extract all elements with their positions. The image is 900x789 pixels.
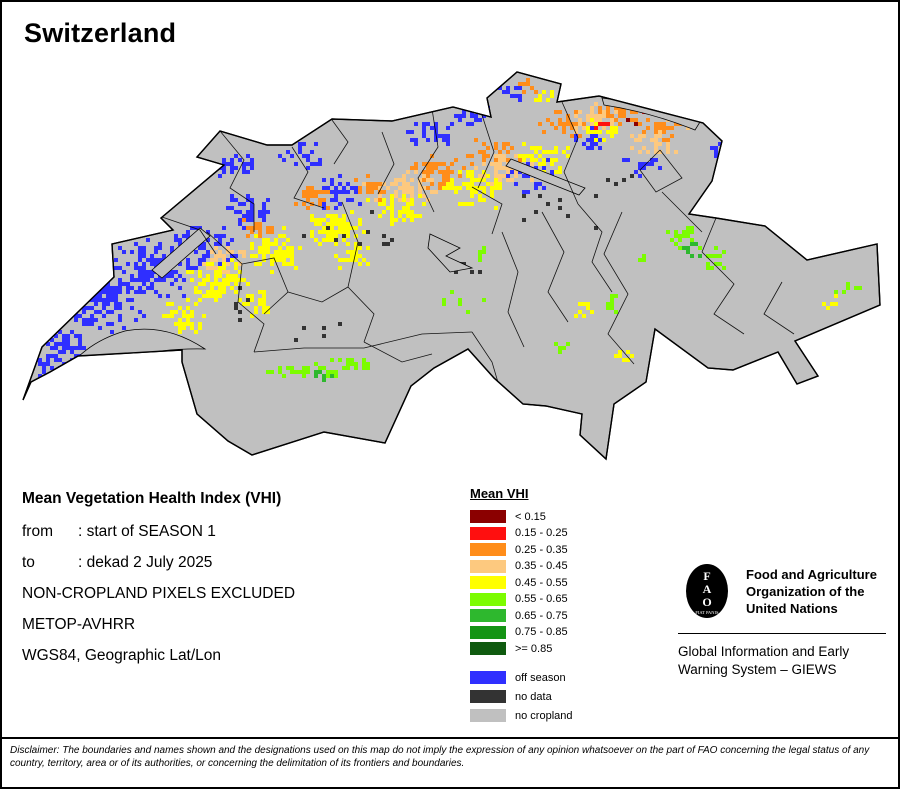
legend-vhi-classes: < 0.15 0.15 - 0.25 0.25 - 0.35 0.35 - 0.45 0… xyxy=(470,509,640,656)
legend-label: no cropland xyxy=(515,710,573,722)
fao-separator-line xyxy=(678,633,886,634)
legend-row: no cropland xyxy=(470,708,640,723)
legend-swatch xyxy=(470,690,506,703)
legend-swatch xyxy=(470,527,506,540)
legend-label: 0.45 - 0.55 xyxy=(515,577,568,589)
legend-label: 0.25 - 0.35 xyxy=(515,544,568,556)
legend-row: >= 0.85 xyxy=(470,641,640,656)
fao-logo-icon: F A O FIAT PANIS xyxy=(678,562,736,620)
legend-label: 0.55 - 0.65 xyxy=(515,593,568,605)
map-info-line: from: start of SEASON 1 xyxy=(22,523,462,541)
fao-logo-letter: A xyxy=(703,582,712,596)
disclaimer-text: Disclaimer: The boundaries and names sho… xyxy=(2,737,898,770)
legend-swatch xyxy=(470,560,506,573)
legend-swatch xyxy=(470,626,506,639)
country-shape xyxy=(23,72,880,459)
legend-row: 0.15 - 0.25 xyxy=(470,526,640,541)
legend-label: 0.15 - 0.25 xyxy=(515,527,568,539)
lakes-layer xyxy=(59,98,700,382)
legend-swatch xyxy=(470,709,506,722)
legend-row: off season xyxy=(470,670,640,685)
vhi-pixels-layer xyxy=(34,78,862,382)
legend-swatch xyxy=(470,543,506,556)
legend-label: no data xyxy=(515,691,552,703)
legend-label: >= 0.85 xyxy=(515,643,552,655)
legend-label: 0.75 - 0.85 xyxy=(515,626,568,638)
legend-swatch xyxy=(470,593,506,606)
legend-swatch xyxy=(470,671,506,684)
legend-title: Mean VHI xyxy=(470,486,640,501)
giews-line: Global Information and Early xyxy=(678,643,890,661)
legend-swatch xyxy=(470,609,506,622)
legend-label: < 0.15 xyxy=(515,511,546,523)
fao-logo-letter: F xyxy=(703,569,710,583)
legend-swatch xyxy=(470,576,506,589)
fao-org-line: United Nations xyxy=(746,600,877,617)
legend-label: 0.65 - 0.75 xyxy=(515,610,568,622)
map-frame: Switzerland Mean Vegetation Health Index… xyxy=(0,0,900,789)
fao-block: F A O FIAT PANIS Food and Agriculture Or… xyxy=(678,562,890,679)
legend-row: 0.35 - 0.45 xyxy=(470,559,640,574)
map-info-line: NON-CROPLAND PIXELS EXCLUDED xyxy=(22,585,462,603)
legend-row: no data xyxy=(470,689,640,704)
legend-swatch xyxy=(470,510,506,523)
giews-line: Warning System – GIEWS xyxy=(678,661,890,679)
map-info-line: to: dekad 2 July 2025 xyxy=(22,554,462,572)
legend-row: 0.75 - 0.85 xyxy=(470,625,640,640)
map-info-lines: from: start of SEASON 1 to: dekad 2 July … xyxy=(22,523,462,665)
admin-boundaries-layer xyxy=(162,102,794,396)
fao-org-name: Food and Agriculture Organization of the… xyxy=(746,566,877,617)
legend-row: 0.25 - 0.35 xyxy=(470,542,640,557)
map-info-heading: Mean Vegetation Health Index (VHI) xyxy=(22,490,462,508)
fao-org-line: Organization of the xyxy=(746,583,877,600)
country-border xyxy=(23,72,880,459)
fao-logo-letter: O xyxy=(702,595,711,609)
giews-label: Global Information and Early Warning Sys… xyxy=(678,643,890,679)
legend: Mean VHI < 0.15 0.15 - 0.25 0.25 - 0.35 0.3… xyxy=(470,486,640,727)
legend-label: off season xyxy=(515,672,566,684)
fao-org-line: Food and Agriculture xyxy=(746,566,877,583)
map-info-line: METOP-AVHRR xyxy=(22,616,462,634)
legend-extra-classes: off season no data no cropland xyxy=(470,670,640,723)
map-info-block: Mean Vegetation Health Index (VHI) from:… xyxy=(22,490,462,678)
page-title: Switzerland xyxy=(24,18,176,49)
fao-logo-motto: FIAT PANIS xyxy=(695,610,719,615)
legend-swatch xyxy=(470,642,506,655)
legend-label: 0.35 - 0.45 xyxy=(515,560,568,572)
map-info-line: WGS84, Geographic Lat/Lon xyxy=(22,647,462,665)
legend-row: 0.55 - 0.65 xyxy=(470,592,640,607)
legend-row: 0.65 - 0.75 xyxy=(470,608,640,623)
legend-row: < 0.15 xyxy=(470,509,640,524)
legend-row: 0.45 - 0.55 xyxy=(470,575,640,590)
